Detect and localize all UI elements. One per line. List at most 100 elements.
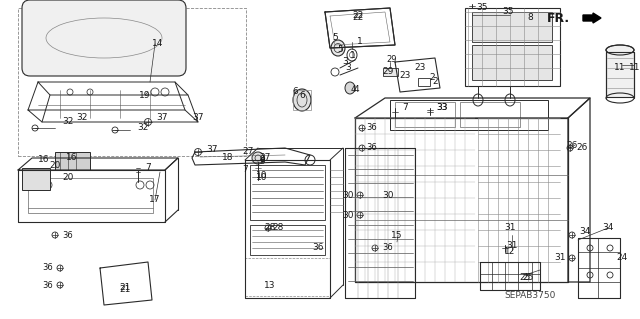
Text: 29: 29 xyxy=(382,68,394,77)
Text: 5: 5 xyxy=(332,33,338,42)
Text: 16: 16 xyxy=(38,155,50,165)
Text: 32: 32 xyxy=(138,123,148,132)
Text: 36: 36 xyxy=(43,263,53,272)
Text: 1: 1 xyxy=(357,38,363,47)
Ellipse shape xyxy=(331,40,345,56)
Text: 26: 26 xyxy=(566,140,578,150)
Text: 2: 2 xyxy=(432,78,438,86)
Ellipse shape xyxy=(293,89,311,111)
Text: 19: 19 xyxy=(140,92,151,100)
Text: 9: 9 xyxy=(259,155,265,165)
Bar xyxy=(465,8,560,86)
Bar xyxy=(460,102,520,127)
Text: 10: 10 xyxy=(256,170,268,180)
Text: 7: 7 xyxy=(402,103,408,113)
Text: 34: 34 xyxy=(579,227,591,236)
Bar xyxy=(293,90,311,110)
Text: 31: 31 xyxy=(506,241,518,249)
Text: 37: 37 xyxy=(156,114,168,122)
Text: 35: 35 xyxy=(502,8,514,17)
Text: 36: 36 xyxy=(63,231,74,240)
Text: 6: 6 xyxy=(292,87,298,97)
Bar xyxy=(55,152,90,170)
Text: 8: 8 xyxy=(527,13,533,23)
Text: 21: 21 xyxy=(119,284,131,293)
Circle shape xyxy=(252,152,264,164)
Text: 36: 36 xyxy=(312,243,324,253)
Text: 20: 20 xyxy=(62,174,74,182)
Text: 15: 15 xyxy=(391,231,403,240)
Text: 22: 22 xyxy=(353,11,364,19)
Text: 24: 24 xyxy=(616,254,628,263)
Text: 5: 5 xyxy=(337,46,343,55)
Text: SEPAB3750: SEPAB3750 xyxy=(504,291,556,300)
Text: 36: 36 xyxy=(367,123,378,132)
Text: 22: 22 xyxy=(353,13,364,23)
Bar xyxy=(18,8,246,156)
Text: 3: 3 xyxy=(345,63,351,72)
Bar xyxy=(250,165,325,220)
Text: 35: 35 xyxy=(476,4,488,12)
Text: 31: 31 xyxy=(504,224,516,233)
Text: 9: 9 xyxy=(259,158,265,167)
Text: 7: 7 xyxy=(242,166,248,174)
Text: 30: 30 xyxy=(342,211,354,219)
Text: 3: 3 xyxy=(342,57,348,66)
Text: 2: 2 xyxy=(429,73,435,83)
Text: 21: 21 xyxy=(119,286,131,294)
Text: 11: 11 xyxy=(614,63,626,72)
Bar xyxy=(383,68,398,76)
Text: 33: 33 xyxy=(436,103,448,113)
Text: 30: 30 xyxy=(342,190,354,199)
Text: 30: 30 xyxy=(382,190,394,199)
Text: 23: 23 xyxy=(399,70,411,79)
Text: 16: 16 xyxy=(67,153,77,162)
Text: 34: 34 xyxy=(602,224,614,233)
Bar xyxy=(472,45,552,80)
Text: 27: 27 xyxy=(243,147,253,157)
Text: 17: 17 xyxy=(149,196,161,204)
Ellipse shape xyxy=(345,82,355,94)
FancyArrow shape xyxy=(583,13,601,23)
Text: 37: 37 xyxy=(206,145,218,154)
Text: 14: 14 xyxy=(152,40,164,48)
Text: 26: 26 xyxy=(576,144,588,152)
Text: 27: 27 xyxy=(259,153,271,162)
Text: 12: 12 xyxy=(504,248,516,256)
Text: 28: 28 xyxy=(264,224,276,233)
Text: 4: 4 xyxy=(353,85,359,94)
Text: 18: 18 xyxy=(222,153,234,162)
Text: 6: 6 xyxy=(299,92,305,100)
Text: 7: 7 xyxy=(145,164,151,173)
Bar xyxy=(22,168,50,190)
Text: 25: 25 xyxy=(522,273,534,283)
Text: 4: 4 xyxy=(350,85,356,94)
Bar xyxy=(28,178,153,213)
Text: 32: 32 xyxy=(76,114,88,122)
Bar xyxy=(390,100,548,130)
Text: 32: 32 xyxy=(62,117,74,127)
Text: 25: 25 xyxy=(519,273,531,283)
Text: 20: 20 xyxy=(49,160,61,169)
Bar xyxy=(245,258,330,296)
Text: 36: 36 xyxy=(43,280,53,290)
Bar xyxy=(395,102,455,127)
Text: 37: 37 xyxy=(192,114,204,122)
Text: 36: 36 xyxy=(383,243,394,253)
Bar xyxy=(250,225,325,255)
Text: 11: 11 xyxy=(629,63,640,72)
Text: 33: 33 xyxy=(436,103,448,113)
Text: 13: 13 xyxy=(264,280,276,290)
Text: FR.: FR. xyxy=(547,11,570,25)
FancyBboxPatch shape xyxy=(22,0,186,76)
Text: 31: 31 xyxy=(554,254,566,263)
Bar xyxy=(418,78,430,86)
Text: 10: 10 xyxy=(256,174,268,182)
Text: 29: 29 xyxy=(387,56,397,64)
Bar xyxy=(606,52,634,97)
Text: 23: 23 xyxy=(414,63,426,72)
Ellipse shape xyxy=(606,45,634,55)
Text: 28: 28 xyxy=(272,224,284,233)
Text: 36: 36 xyxy=(367,144,378,152)
Bar xyxy=(472,12,552,42)
